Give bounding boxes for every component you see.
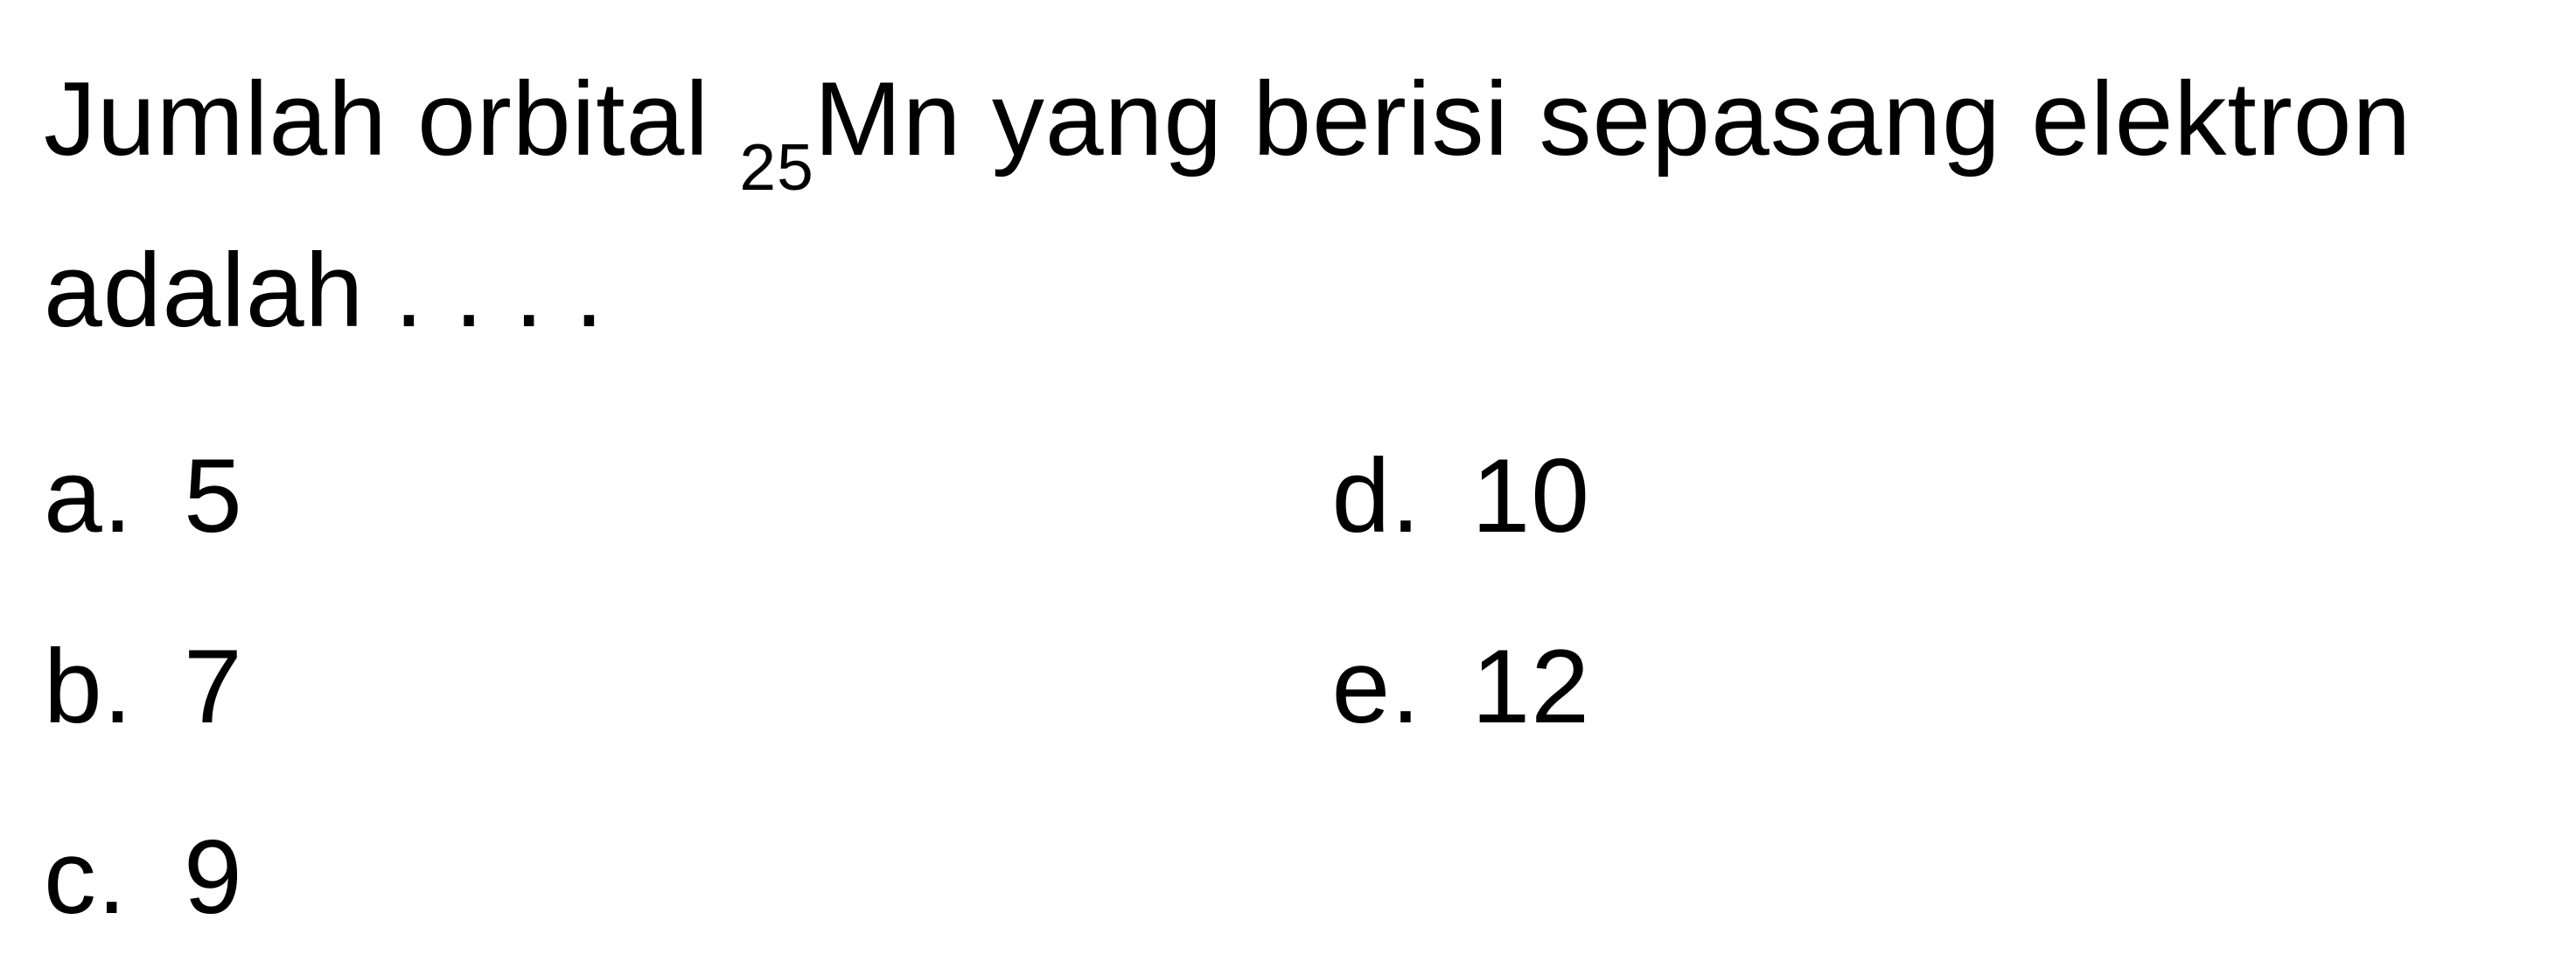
option-letter: a. (44, 409, 184, 582)
option-a: a.5 (44, 409, 1245, 582)
option-letter: d. (1332, 409, 1472, 582)
option-c: c.9 (44, 791, 1245, 964)
option-letter: e. (1332, 600, 1472, 773)
option-d: d.10 (1332, 409, 2533, 582)
option-e: e.12 (1332, 600, 2533, 773)
option-value: 9 (184, 819, 243, 936)
question-subscript: 25 (739, 130, 813, 204)
option-value: 5 (184, 437, 243, 554)
option-letter: c. (44, 791, 184, 964)
option-value: 12 (1472, 628, 1590, 745)
question-text: Jumlah orbital 25Mn yang berisi sepasang… (44, 35, 2532, 374)
option-value: 7 (184, 628, 243, 745)
options-container: a.5 d.10 b.7 e.12 c.9 (44, 409, 2532, 964)
option-b: b.7 (44, 600, 1245, 773)
question-container: Jumlah orbital 25Mn yang berisi sepasang… (44, 35, 2532, 964)
option-value: 10 (1472, 437, 1590, 554)
question-part1: Jumlah orbital (44, 60, 739, 178)
option-letter: b. (44, 600, 184, 773)
